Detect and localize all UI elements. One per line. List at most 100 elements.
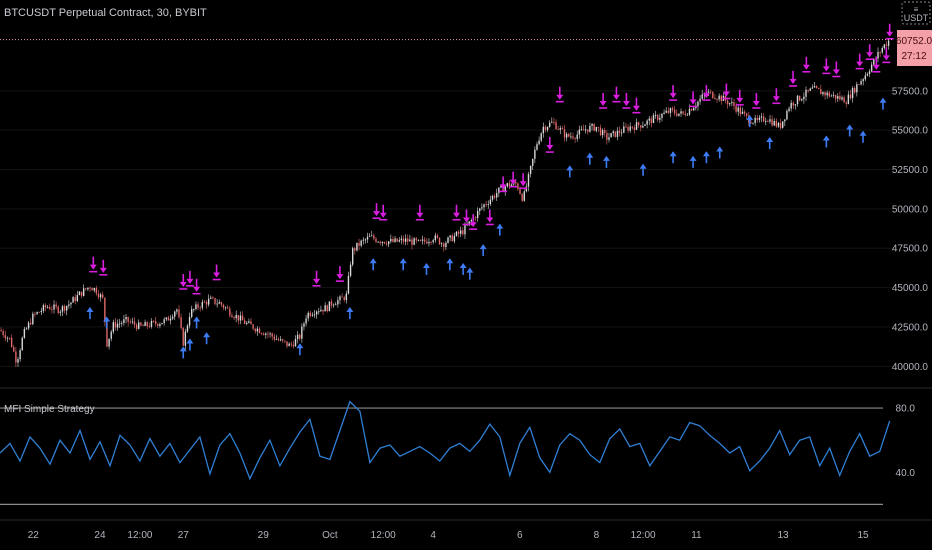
candle-body — [44, 305, 47, 308]
candle-body — [540, 133, 542, 141]
candle-body — [220, 302, 223, 305]
candle-body — [468, 221, 470, 225]
candle-body — [89, 287, 91, 289]
candle-body — [142, 325, 144, 327]
time-tick-label: 27 — [178, 530, 190, 541]
sell-arrow-head — [632, 105, 640, 111]
mfi-axis[interactable]: 40.0 80.0 — [896, 404, 916, 479]
candle-body — [854, 88, 856, 93]
mfi-line — [0, 400, 891, 481]
sell-arrow — [789, 70, 798, 87]
candle-body — [332, 304, 335, 306]
candle-body — [572, 136, 574, 139]
sell-arrow-head — [186, 278, 194, 284]
time-tick-label: 15 — [857, 530, 869, 541]
sell-arrow-head — [736, 97, 744, 103]
candle-body — [716, 98, 718, 100]
sell-arrow — [372, 203, 381, 219]
candle-body — [500, 185, 502, 188]
currency-button[interactable]: ≡ USDT — [901, 1, 931, 25]
candle-body — [265, 333, 267, 335]
candle-body — [485, 204, 487, 206]
price-tick-label: 50000.0 — [892, 204, 929, 215]
candle-body — [665, 110, 667, 113]
sell-arrow — [185, 270, 194, 287]
sell-arrow-head — [99, 267, 107, 273]
candle-body — [883, 44, 886, 49]
price-tick-label: 45000.0 — [892, 283, 929, 294]
candle-body — [258, 328, 261, 334]
candle-body — [625, 126, 627, 128]
mfi-tick-label: 80.0 — [896, 404, 916, 415]
buy-arrow-head — [859, 130, 867, 136]
candle-body — [881, 48, 883, 53]
candle-body — [49, 307, 51, 310]
candle-body — [146, 322, 148, 327]
candle-body — [587, 129, 589, 132]
candle-body — [197, 304, 199, 308]
candle-body — [2, 331, 4, 336]
candle-body — [470, 220, 473, 222]
sell-arrow — [192, 278, 201, 295]
candle-body — [606, 132, 608, 140]
buy-arrow — [716, 146, 724, 159]
candle-body — [737, 107, 739, 112]
sell-arrow — [485, 209, 494, 226]
candle-body — [108, 338, 110, 347]
candle-body — [398, 240, 400, 242]
candle-body — [671, 108, 674, 110]
candle-body — [354, 248, 356, 251]
candle-body — [171, 316, 174, 319]
sell-arrow — [462, 209, 471, 226]
buy-arrow-head — [496, 223, 504, 229]
candle-body — [216, 303, 218, 305]
candle-body — [169, 318, 172, 321]
candle-body — [640, 125, 642, 128]
candle-body — [621, 132, 623, 134]
candle-body — [851, 88, 854, 99]
candle-body — [267, 333, 269, 335]
candle-body — [313, 314, 316, 316]
candle-body — [758, 117, 761, 120]
candle-body — [299, 334, 301, 339]
candle-body — [845, 102, 847, 104]
candle-body — [837, 96, 839, 99]
buy-arrow — [423, 262, 431, 275]
candle-body — [407, 238, 409, 242]
price-tick-label: 57500.0 — [892, 86, 929, 97]
candle-body — [241, 315, 244, 321]
candle-body — [788, 108, 790, 111]
candle-body — [203, 301, 206, 303]
candle-body — [601, 130, 604, 136]
candle-body — [690, 108, 693, 111]
candle-body — [487, 204, 489, 205]
candle-body — [631, 126, 633, 128]
buy-arrow — [296, 343, 304, 356]
candle-body — [536, 144, 538, 150]
time-axis[interactable]: 22 24 12:00 27 29 Oct 12:00 4 6 8 12:00 11 13 15 — [28, 530, 869, 541]
time-tick-label: 29 — [258, 530, 270, 541]
candle-body — [815, 86, 818, 88]
candle-body — [233, 317, 235, 319]
price-axis[interactable]: 40000.0 42500.0 45000.0 47500.0 50000.0 52500… — [892, 86, 929, 372]
sell-arrow — [885, 23, 894, 40]
candle-body — [542, 126, 545, 134]
sell-arrow — [702, 85, 711, 101]
sell-arrow — [545, 137, 554, 153]
candle-body — [377, 241, 379, 243]
candle-body — [250, 321, 252, 325]
sell-arrow-head — [89, 264, 97, 270]
sell-arrow — [499, 176, 508, 193]
candle-body — [224, 307, 227, 309]
sell-arrow — [865, 44, 874, 61]
candle-body — [709, 91, 712, 93]
sell-arrow-head — [179, 281, 187, 287]
candle-body — [820, 89, 822, 95]
buy-arrow-head — [846, 124, 854, 130]
candle-body — [790, 102, 792, 109]
candle-body — [154, 321, 157, 324]
buy-arrow-head — [689, 155, 697, 161]
candle-body — [879, 52, 881, 53]
candle-body — [771, 119, 773, 126]
